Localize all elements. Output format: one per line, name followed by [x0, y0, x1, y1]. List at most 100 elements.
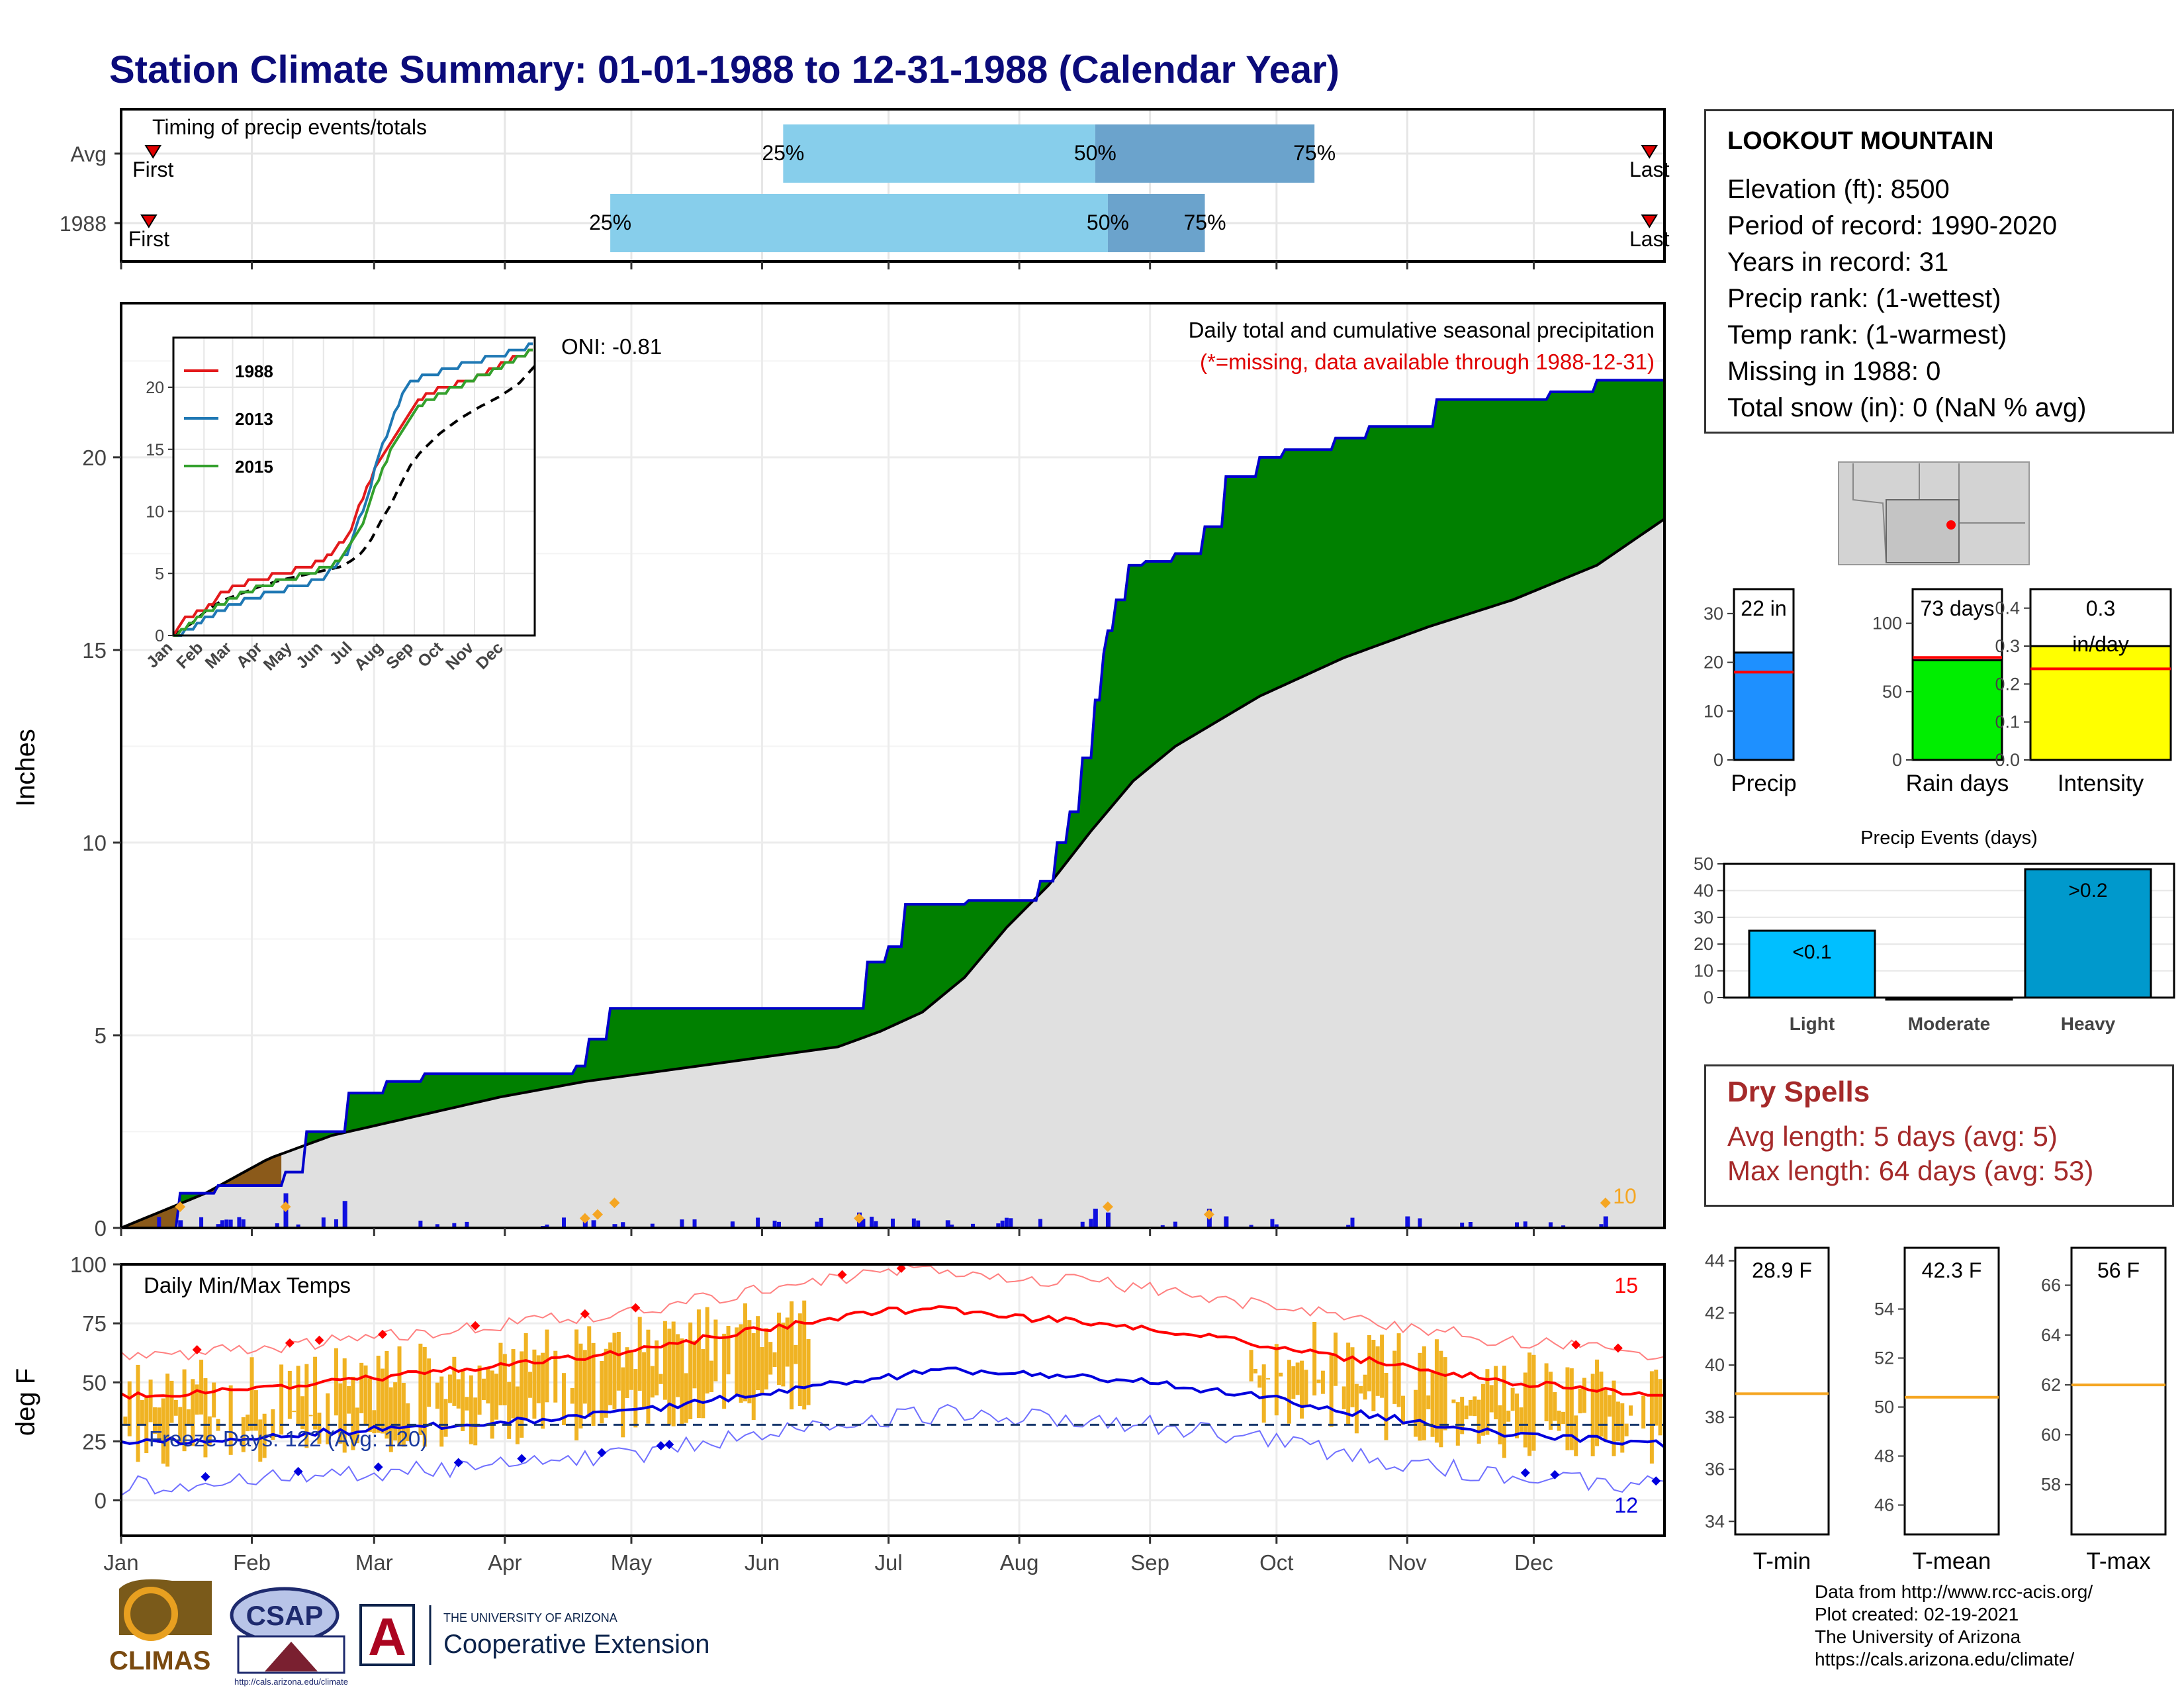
daily-temp-bar — [671, 1321, 676, 1427]
daily-temp-bar — [659, 1374, 663, 1384]
temp-bar-tick: 64 — [2041, 1325, 2061, 1345]
timing-row-label: 1988 — [60, 212, 107, 236]
daily-temp-bar — [1473, 1396, 1477, 1417]
station-info-box: LOOKOUT MOUNTAIN Elevation (ft): 8500 Pe… — [1704, 109, 2174, 434]
precip-ytick-label: 20 — [82, 445, 107, 470]
precip-event-category: Moderate — [1908, 1013, 1990, 1034]
daily-temp-bar — [241, 1417, 246, 1452]
daily-precip-bar — [1346, 1225, 1351, 1228]
record-high-marker — [896, 1264, 906, 1274]
mini-bar-label: Intensity — [2058, 771, 2144, 796]
record-high-marker — [192, 1345, 202, 1355]
daily-precip-bar — [1000, 1220, 1005, 1228]
daily-temp-bar — [173, 1399, 178, 1416]
first-event-marker — [144, 145, 162, 159]
daily-temp-bar — [347, 1385, 351, 1414]
daily-temp-bar — [532, 1349, 537, 1419]
timing-p25-label: 25% — [589, 211, 631, 234]
daily-temp-bar — [608, 1342, 613, 1405]
daily-temp-bar — [1300, 1360, 1304, 1419]
daily-temp-bar — [435, 1382, 439, 1409]
daily-precip-bar — [465, 1221, 469, 1228]
daily-temp-bar — [1578, 1388, 1582, 1414]
daily-temp-bar — [553, 1350, 558, 1403]
daily-temp-bar — [520, 1351, 524, 1438]
temps-ytick-label: 50 — [82, 1370, 107, 1395]
daily-temp-bar — [304, 1364, 309, 1448]
temp-bar-label: T-min — [1753, 1548, 1811, 1574]
freeze-days-label: Freeze Days: 122 (Avg: 120) — [149, 1427, 428, 1451]
daily-temp-bar — [338, 1383, 343, 1444]
station-precip-rank: Precip rank: (1-wettest) — [1727, 284, 2001, 313]
daily-temp-bar — [1434, 1339, 1439, 1443]
temp-bar-frame — [2070, 1246, 2167, 1536]
month-axis-label: Feb — [233, 1550, 271, 1575]
daily-temp-bar — [616, 1332, 621, 1391]
record-low-marker — [373, 1462, 383, 1472]
daily-temp-bar — [739, 1324, 743, 1403]
extreme-precip-marker — [854, 1213, 865, 1224]
month-axis-label: Mar — [355, 1550, 393, 1575]
daily-temp-bar — [355, 1407, 359, 1444]
daily-temp-bar — [199, 1360, 204, 1415]
daily-temp-bar — [1624, 1423, 1629, 1436]
inset-legend-label: 2015 — [235, 457, 273, 477]
daily-temp-bar — [756, 1316, 760, 1391]
timing-first-label: First — [128, 227, 169, 251]
daily-temp-bar — [1649, 1371, 1654, 1464]
daily-temp-bar — [1468, 1399, 1473, 1416]
daily-precip-bar — [1405, 1216, 1410, 1228]
daily-precip-bar — [996, 1223, 1001, 1228]
extreme-count-label: 10 — [1613, 1184, 1637, 1208]
daily-temp-bar — [1396, 1333, 1401, 1407]
extreme-precip-marker — [280, 1201, 291, 1212]
station-name: LOOKOUT MOUNTAIN — [1727, 127, 1994, 155]
month-axis-label: Oct — [1259, 1550, 1293, 1575]
mini-bar — [1911, 659, 2003, 761]
daily-temp-bar — [1489, 1385, 1494, 1413]
temp-bar-frame — [1903, 1246, 2000, 1536]
daily-temp-bar — [1371, 1339, 1376, 1411]
daily-temp-bar — [621, 1367, 625, 1438]
temp-bar-label: T-mean — [1913, 1548, 1991, 1574]
daily-temp-bar — [1329, 1355, 1334, 1427]
daily-temp-bar — [1460, 1397, 1465, 1434]
record-low-marker — [656, 1441, 666, 1451]
precip-annotation-title: Daily total and cumulative seasonal prec… — [1189, 318, 1655, 342]
daily-temp-bar — [253, 1390, 258, 1431]
precip-event-category: Heavy — [2061, 1013, 2116, 1034]
daily-temp-bar — [169, 1380, 174, 1423]
month-axis-label: Jan — [103, 1550, 138, 1575]
month-axis-label: Sep — [1130, 1550, 1169, 1575]
daily-precip-bar — [435, 1224, 439, 1228]
daily-temp-bar — [1354, 1383, 1359, 1434]
temp-bar-tick: 46 — [1874, 1495, 1894, 1515]
first-event-marker — [140, 214, 158, 228]
timing-bar-25-50 — [783, 124, 1095, 183]
record-high-marker — [471, 1321, 480, 1331]
daily-temp-bar — [1334, 1333, 1338, 1386]
daily-precip-bar — [228, 1219, 233, 1228]
daily-temp-bar — [1561, 1411, 1566, 1425]
daily-precip-bar — [1173, 1221, 1177, 1228]
inset-ytick-label: 15 — [146, 441, 164, 459]
record-high-marker — [580, 1309, 590, 1319]
timing-panel-label: Timing of precip events/totals — [152, 115, 427, 139]
daily-temp-bar — [1316, 1380, 1321, 1383]
map-arizona — [1886, 499, 1960, 563]
daily-temp-bar — [465, 1397, 469, 1411]
daily-temp-bar — [655, 1340, 659, 1395]
daily-temp-bar — [1320, 1370, 1325, 1394]
daily-temp-bar — [381, 1368, 385, 1434]
daily-temp-bar — [1608, 1395, 1612, 1417]
daily-temp-bar — [790, 1301, 794, 1410]
precip-ytick-label: 15 — [82, 638, 107, 663]
climas-sun-icon — [124, 1587, 178, 1641]
daily-temp-bar — [1291, 1366, 1296, 1399]
daily-temp-bar — [776, 1312, 781, 1385]
record-high-marker — [285, 1338, 295, 1348]
daily-precip-bar — [1548, 1222, 1553, 1228]
mini-bar-tick: 100 — [1872, 614, 1902, 633]
ua-small-text: THE UNIVERSITY OF ARIZONA — [443, 1611, 617, 1624]
daily-temp-bar — [511, 1349, 516, 1419]
